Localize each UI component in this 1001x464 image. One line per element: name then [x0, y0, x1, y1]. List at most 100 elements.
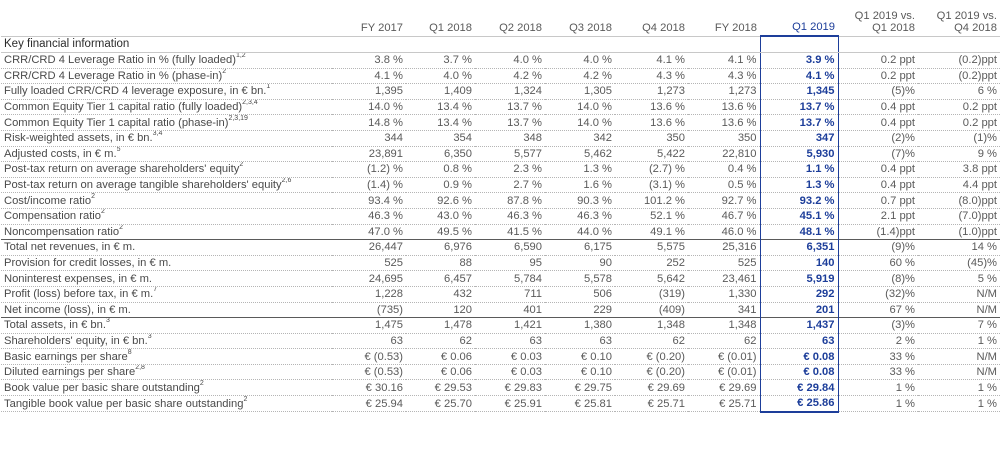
section-title: Key financial information — [1, 36, 332, 53]
cell-value: 5,578 — [545, 270, 615, 287]
cell-value: (8.0)ppt — [918, 192, 1000, 209]
cell-value: 5 % — [918, 270, 1000, 287]
cell-value: (1.4) % — [332, 177, 406, 194]
cell-value: 1,478 — [406, 317, 475, 334]
cell-value: 1 % — [918, 379, 1000, 397]
cell-value: 229 — [545, 302, 615, 319]
table-row: Profit (loss) before tax, in € m.7 1,228 4… — [1, 286, 1000, 303]
row-label: Risk-weighted assets, in € bn.3,4 — [1, 130, 332, 147]
table-row: Cost/income ratio2 93.4 % 92.6 % 87.8 % 90.3… — [1, 192, 1000, 209]
cell-value: € 0.10 — [545, 348, 615, 365]
cell-value-current: 1,437 — [759, 317, 839, 334]
footnote-ref: 2 — [119, 224, 123, 231]
cell-value: (1)% — [918, 130, 1000, 147]
cell-value: 6,976 — [406, 239, 475, 256]
cell-value: € 25.71 — [688, 395, 760, 413]
cell-value: 23,461 — [688, 270, 760, 287]
cell-value-current: 201 — [759, 302, 839, 319]
cell-value: 1,409 — [406, 83, 475, 100]
footnote-ref: 3 — [106, 317, 110, 325]
cell-value: 4.3 % — [688, 68, 760, 85]
cell-value: (735) — [332, 302, 406, 319]
cell-value-current: 292 — [759, 286, 839, 303]
cell-value: 1,273 — [688, 83, 760, 100]
cell-value: 1,380 — [545, 317, 615, 334]
cell-value: 52.1 % — [615, 208, 688, 225]
table-row: Post-tax return on average shareholders'… — [1, 161, 1000, 178]
cell-value: € (0.01) — [688, 348, 760, 365]
cell-value: € 25.70 — [406, 395, 475, 413]
cell-value: 4.4 ppt — [918, 177, 1000, 194]
cell-value: 0.7 ppt — [838, 192, 918, 209]
row-label: Net income (loss), in € m. — [1, 302, 332, 319]
cell-value: 14.0 % — [545, 114, 615, 131]
cell-value-current: € 0.08 — [759, 348, 839, 365]
cell-value: (1.4)ppt — [838, 224, 918, 241]
footnote-ref: 2 — [101, 208, 105, 216]
cell-value: 1.3 % — [545, 161, 615, 178]
cell-value: 13.6 % — [688, 99, 760, 116]
footnote-ref: 2 — [199, 379, 204, 387]
cell-value: 4.1 % — [615, 52, 688, 69]
cell-value: 1,305 — [545, 83, 615, 100]
row-label: Total net revenues, in € m. — [1, 239, 332, 256]
cell-value: € 25.94 — [332, 395, 406, 413]
cell-value: 350 — [615, 130, 688, 147]
cell-value: 5,577 — [475, 146, 545, 163]
cell-value: 33 % — [838, 348, 918, 365]
cell-value-current: 13.7 % — [759, 99, 839, 116]
table-row: Compensation ratio2 46.3 % 43.0 % 46.3 % 46.… — [1, 208, 1000, 225]
cell-value-current: 1,345 — [759, 83, 839, 100]
row-label: Noncompensation ratio2 — [1, 224, 332, 241]
cell-value-current: € 25.86 — [759, 395, 839, 413]
cell-value: 92.7 % — [688, 192, 760, 209]
cell-value: € 29.75 — [545, 379, 615, 397]
cell-value: 1 % — [838, 379, 918, 397]
cell-value-current: 4.1 % — [759, 68, 839, 85]
cell-value: 1,330 — [688, 286, 760, 303]
cell-value: € (0.01) — [688, 364, 760, 381]
cell-value: 13.4 % — [406, 99, 475, 116]
cell-value: 0.9 % — [406, 177, 475, 194]
cell-value: 350 — [688, 130, 760, 147]
cell-value: 46.3 % — [332, 208, 406, 225]
cell-value: 67 % — [838, 302, 918, 319]
cell-value: 6,590 — [475, 239, 545, 256]
cell-value: € 0.06 — [406, 364, 475, 381]
cell-value: 88 — [406, 255, 475, 272]
row-label: Tangible book value per basic share outs… — [1, 395, 332, 413]
cell-value: € 29.69 — [615, 379, 688, 397]
cell-value: (2.7) % — [615, 161, 688, 178]
cell-value: € 29.53 — [406, 379, 475, 397]
cell-value: (45)% — [918, 255, 1000, 272]
cell-value: 0.4 ppt — [838, 99, 918, 116]
table-body: CRR/CRD 4 Leverage Ratio in % (fully loa… — [1, 52, 1000, 413]
cell-value: (0.2)ppt — [918, 68, 1000, 85]
cell-value: 13.6 % — [615, 99, 688, 116]
row-label: Shareholders' equity, in € bn.3 — [1, 333, 332, 350]
cell-value-current: 347 — [759, 130, 839, 147]
table-row: Fully loaded CRR/CRD 4 leverage exposure… — [1, 83, 1000, 100]
cell-value: 95 — [475, 255, 545, 272]
row-label: CRR/CRD 4 Leverage Ratio in % (phase-in)… — [1, 68, 332, 85]
cell-value: 49.1 % — [615, 224, 688, 241]
cell-value: 47.0 % — [332, 224, 406, 241]
row-label: Total assets, in € bn.3 — [1, 317, 332, 334]
cell-value: 87.8 % — [475, 192, 545, 209]
cell-value: 5,575 — [615, 239, 688, 256]
row-label: Post-tax return on average shareholders'… — [1, 161, 332, 178]
cell-value: 0.4 ppt — [838, 177, 918, 194]
cell-value: N/M — [918, 364, 1000, 381]
footnote-ref: 3,4 — [152, 130, 163, 138]
cell-value: 63 — [332, 333, 406, 350]
cell-value: 33 % — [838, 364, 918, 381]
cell-value-current: 140 — [759, 255, 839, 272]
cell-value: (2)% — [838, 130, 918, 147]
row-label: Basic earnings per share8 — [1, 348, 332, 365]
cell-value: € (0.53) — [332, 348, 406, 365]
cell-value: 341 — [688, 302, 760, 319]
table-row: Post-tax return on average tangible shar… — [1, 177, 1000, 194]
footnote-ref: 3 — [147, 333, 152, 340]
cell-value: € 29.69 — [688, 379, 760, 397]
col-header: Q1 2019 vs. Q4 2018 — [918, 0, 1000, 37]
